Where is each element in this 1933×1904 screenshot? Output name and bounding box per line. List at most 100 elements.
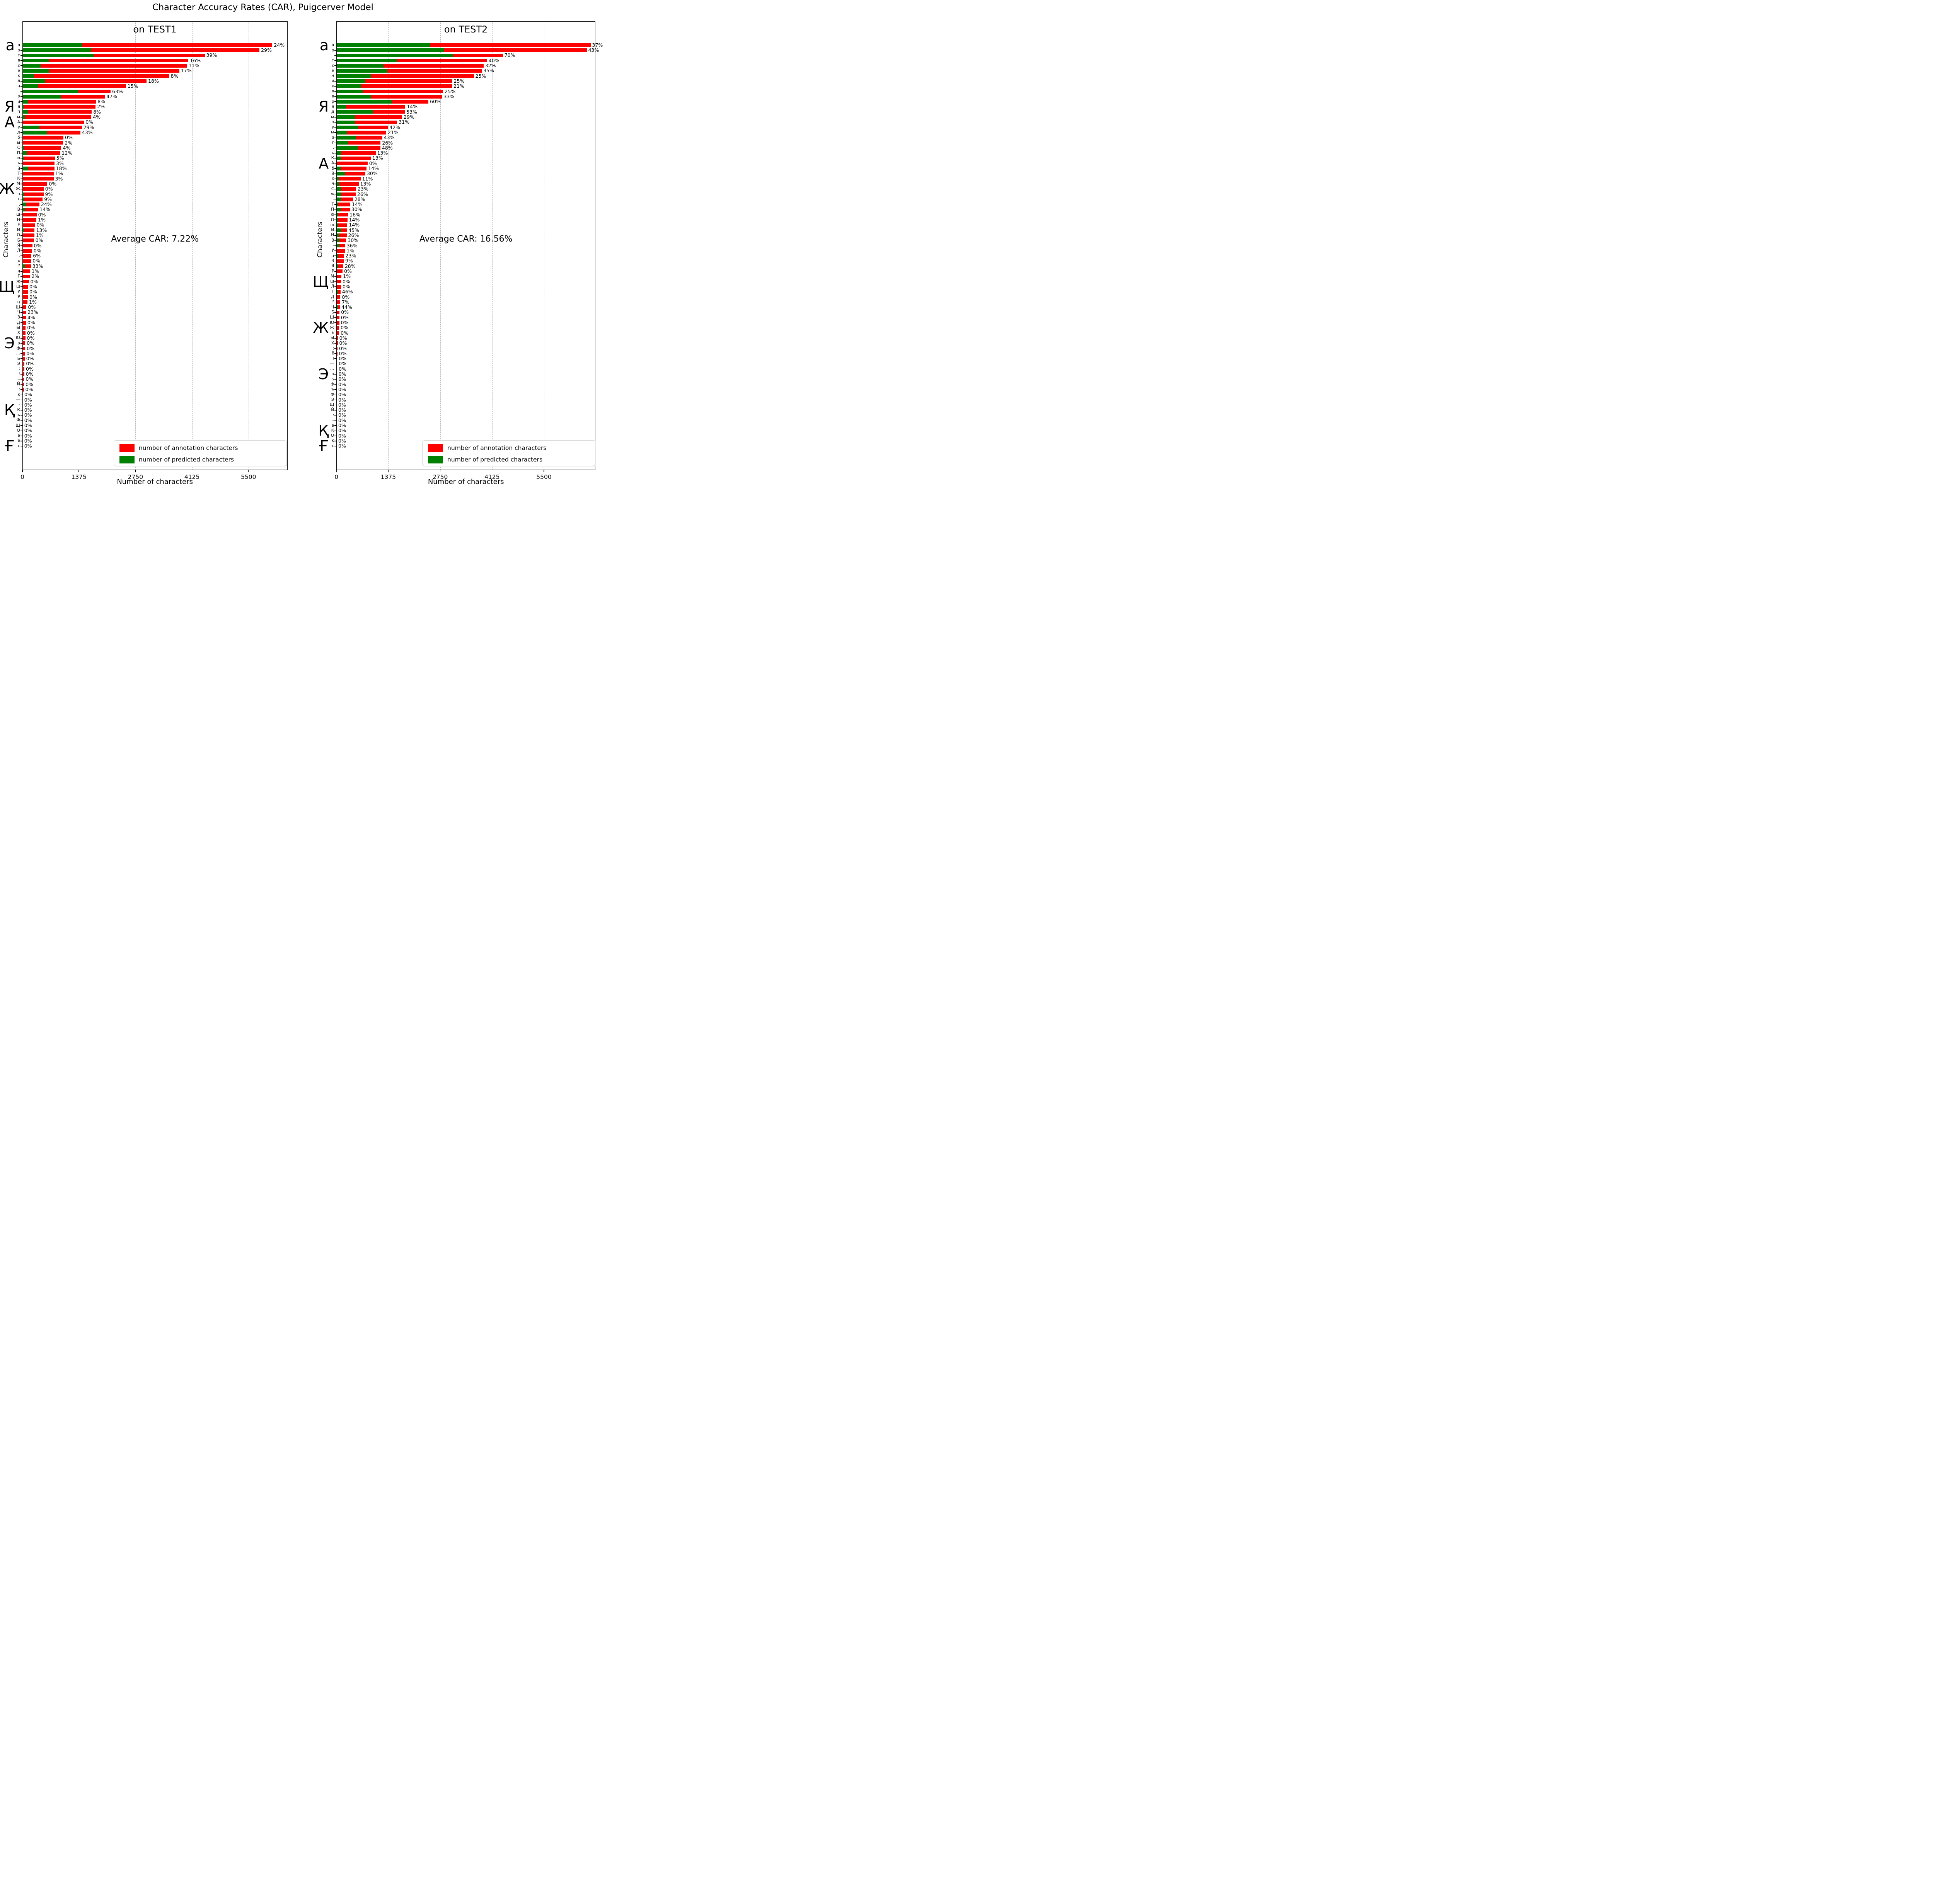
y-tick-mark — [20, 245, 22, 246]
char-label: Щ — [15, 423, 20, 428]
bar-annotation — [22, 177, 54, 181]
bar-annotation — [22, 69, 179, 73]
char-label: ? — [332, 300, 334, 305]
char-label: И — [331, 228, 334, 233]
bar-predicted — [22, 43, 83, 47]
char-label: р — [17, 94, 20, 99]
percent-label: 0% — [24, 422, 32, 428]
percent-label: 29% — [261, 47, 272, 53]
char-label: Х — [331, 341, 334, 346]
y-tick-mark — [334, 389, 337, 390]
y-tick-mark — [334, 101, 337, 102]
y-tick-mark — [334, 240, 337, 241]
percent-label: 1% — [36, 232, 44, 238]
bar-predicted — [336, 213, 338, 217]
bar-annotation — [22, 84, 126, 88]
percent-label: 12% — [61, 150, 73, 156]
bar-annotation — [336, 300, 340, 304]
x-tick-label: 4125 — [484, 473, 500, 480]
bar-annotation — [22, 187, 44, 191]
plot-area-test1 — [22, 21, 288, 470]
bar-predicted — [336, 264, 339, 268]
char-label: П — [17, 150, 20, 155]
percent-label: 0% — [338, 397, 346, 403]
char-label: ю — [331, 212, 334, 217]
char-label: Ш — [329, 315, 334, 320]
y-tick-mark — [334, 255, 337, 256]
char-label: ғ — [331, 443, 334, 448]
char-label: Й — [17, 382, 20, 387]
bar-annotation — [336, 367, 337, 371]
bar-annotation — [22, 362, 25, 366]
y-tick-mark — [334, 209, 337, 210]
bar-annotation — [22, 439, 23, 443]
percent-label: 39% — [206, 52, 217, 58]
y-tick-mark — [20, 389, 22, 390]
percent-label: 0% — [45, 186, 53, 192]
char-label: Х — [17, 330, 20, 335]
percent-label: 0% — [338, 402, 346, 408]
bar-annotation — [336, 326, 339, 330]
char-label: з — [18, 192, 20, 196]
percent-label: 0% — [34, 242, 42, 249]
bar-predicted — [336, 203, 339, 206]
percent-label: 0% — [24, 392, 32, 398]
percent-label: 1% — [38, 217, 46, 223]
bar-annotation — [336, 131, 387, 135]
percent-label: 0% — [338, 427, 346, 434]
char-label: , — [332, 145, 334, 150]
bar-predicted — [22, 203, 27, 206]
bar-annotation — [336, 125, 388, 129]
bar-annotation — [336, 89, 443, 94]
y-tick-mark — [334, 358, 337, 359]
y-tick-mark — [334, 415, 337, 416]
y-tick-mark — [20, 425, 22, 426]
y-tick-mark — [20, 348, 22, 349]
percent-label: 0% — [338, 366, 346, 372]
bar-annotation — [336, 439, 337, 443]
char-label: я — [17, 104, 20, 109]
bar-annotation — [22, 192, 44, 196]
percent-label: 13% — [377, 150, 388, 156]
char-label: э — [332, 371, 334, 376]
char-label: а — [17, 43, 20, 48]
char-label: п — [17, 109, 20, 114]
bar-annotation — [22, 434, 23, 438]
bar-annotation — [22, 95, 105, 99]
bar-annotation — [336, 203, 350, 206]
bar-annotation — [22, 372, 24, 376]
legend-predicted-label: number of predicted characters — [139, 456, 234, 463]
bar-predicted — [22, 141, 23, 145]
percent-label: 0% — [26, 361, 34, 367]
bar-annotation — [336, 43, 591, 47]
percent-label: 31% — [399, 119, 410, 125]
bar-annotation — [336, 136, 382, 140]
char-label: Я — [331, 264, 334, 269]
x-tick-label: 2750 — [128, 473, 143, 480]
bar-annotation — [22, 388, 24, 392]
bar-predicted — [336, 120, 355, 124]
char-label: Г — [331, 289, 334, 294]
bar-predicted — [22, 53, 94, 58]
bar-predicted — [22, 74, 34, 78]
y-tick-mark — [334, 245, 337, 246]
percent-label: 1% — [29, 299, 37, 305]
percent-label: 14% — [368, 165, 379, 171]
percent-label: 9% — [44, 196, 52, 202]
big-axis-letter: Э — [4, 335, 15, 352]
bar-predicted — [336, 172, 345, 176]
bar-annotation — [22, 233, 34, 237]
bar-predicted — [336, 254, 338, 258]
bar-annotation — [22, 125, 82, 129]
char-label: Р — [331, 269, 334, 274]
char-label: ф — [16, 346, 20, 351]
bar-annotation — [22, 315, 26, 320]
char-label: и — [17, 99, 20, 104]
bar-predicted — [336, 58, 397, 63]
char-label: п — [331, 119, 334, 124]
char-label: - — [19, 402, 20, 407]
bar-annotation — [336, 357, 338, 361]
char-label: ғ — [17, 443, 20, 448]
char-label: ж — [16, 279, 20, 284]
legend-annotation-swatch — [428, 444, 443, 452]
